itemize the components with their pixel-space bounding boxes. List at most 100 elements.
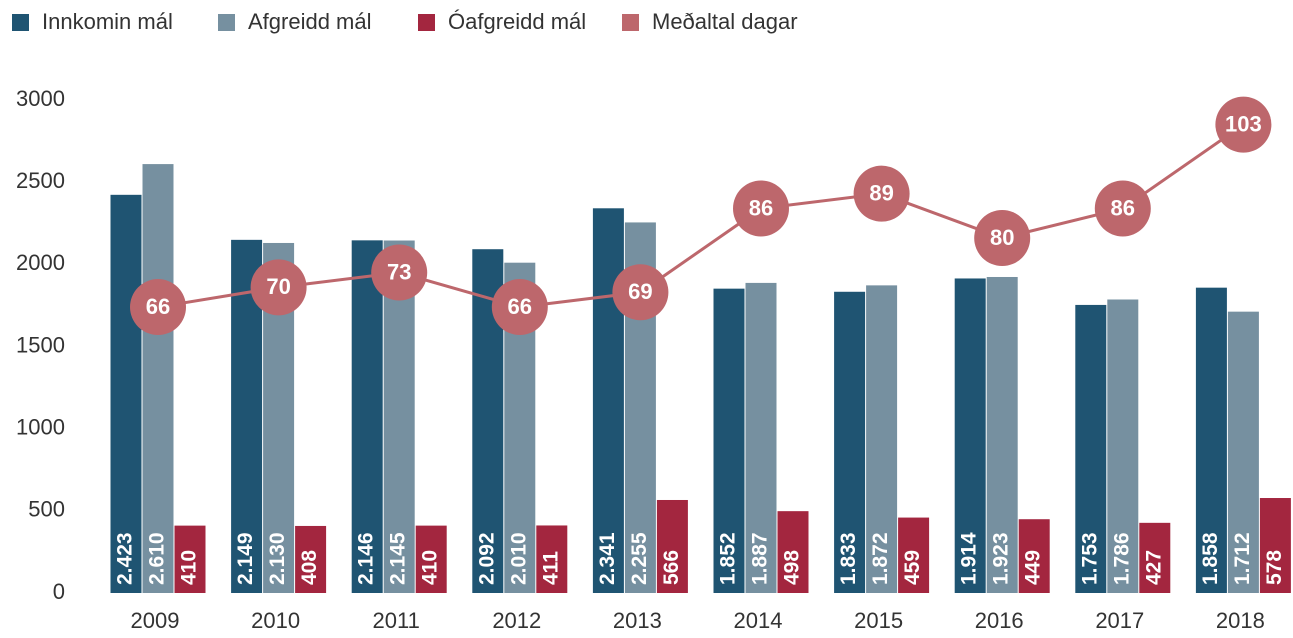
bar-label: 2.146	[355, 532, 378, 585]
bar	[592, 208, 624, 594]
bar-label: 1.833	[837, 532, 860, 585]
bar	[1139, 522, 1171, 593]
bar	[536, 525, 568, 593]
bar-label: 459	[901, 550, 924, 585]
line-marker	[974, 210, 1031, 267]
legend-label: Innkomin mál	[42, 9, 173, 34]
bar	[174, 525, 206, 593]
x-tick-label: 2018	[1216, 608, 1265, 633]
bar-label: 1.887	[749, 532, 772, 585]
y-tick-label: 2000	[16, 250, 65, 275]
bar	[295, 525, 327, 593]
bar	[834, 291, 866, 593]
bar-label: 1.914	[958, 532, 981, 585]
bar	[1227, 311, 1259, 593]
bar-label: 411	[539, 551, 562, 585]
line-label: 69	[628, 279, 652, 304]
x-tick-label: 2011	[373, 608, 420, 633]
line-label: 86	[1111, 195, 1135, 220]
line-label: 66	[146, 294, 170, 319]
bar-label: 410	[419, 550, 442, 585]
bar	[1107, 299, 1139, 593]
y-tick-label: 3000	[16, 86, 65, 111]
bar	[898, 517, 930, 593]
x-tick-label: 2010	[251, 608, 300, 633]
bar-label: 2.130	[266, 532, 289, 585]
legend-swatch	[622, 14, 639, 31]
line-label: 70	[266, 274, 290, 299]
bar	[713, 288, 745, 593]
bar-label: 1.923	[990, 532, 1013, 585]
line-marker	[1094, 180, 1151, 237]
line-marker	[371, 244, 428, 301]
bar-label: 1.712	[1231, 532, 1254, 585]
line-label: 80	[990, 225, 1014, 250]
bar	[866, 285, 898, 593]
bar	[954, 278, 986, 593]
line-marker	[1215, 96, 1272, 153]
y-tick-label: 2500	[16, 168, 65, 193]
bar	[777, 511, 809, 593]
bar	[415, 525, 447, 593]
line-marker	[130, 279, 186, 336]
bar-label: 1.852	[717, 532, 740, 585]
bar-label: 1.786	[1110, 532, 1133, 585]
bar-label: 2.092	[475, 532, 498, 585]
bar-label: 2.341	[596, 532, 619, 585]
bar-label: 1.858	[1199, 532, 1222, 585]
line	[157, 123, 1245, 309]
bar	[986, 276, 1018, 593]
bar	[1075, 304, 1107, 593]
bar	[1259, 498, 1291, 593]
y-tick-label: 0	[53, 579, 65, 604]
bar	[656, 499, 688, 593]
bar-label: 1.753	[1078, 532, 1101, 585]
bar	[142, 164, 174, 593]
line-marker	[491, 279, 548, 336]
bar-label: 449	[1022, 550, 1045, 585]
x-tick-label: 2012	[492, 608, 541, 633]
bar-label: 566	[660, 550, 683, 585]
bar	[1018, 519, 1050, 593]
legend-label: Meðaltal dagar	[652, 9, 798, 34]
y-tick-label: 500	[28, 497, 65, 522]
bar-label: 427	[1142, 550, 1165, 585]
line-label: 73	[387, 259, 411, 284]
x-tick-label: 2009	[131, 608, 180, 633]
line-label: 86	[749, 195, 773, 220]
legend-swatch	[218, 14, 235, 31]
legend-label: Óafgreidd mál	[448, 9, 586, 34]
legend-label: Afgreidd mál	[248, 9, 372, 34]
bar	[1195, 287, 1227, 593]
bar-label: 410	[178, 550, 201, 585]
line-marker	[853, 165, 910, 222]
line-marker	[250, 259, 307, 316]
bar-label: 2.010	[507, 532, 530, 585]
y-tick-label: 1500	[16, 332, 65, 357]
x-tick-label: 2017	[1095, 608, 1144, 633]
line-marker	[733, 180, 789, 237]
bar-label: 2.149	[234, 532, 257, 585]
y-tick-label: 1000	[16, 414, 65, 439]
bar	[351, 240, 383, 593]
line-label: 103	[1225, 111, 1262, 136]
line-label: 89	[869, 180, 893, 205]
bar-label: 408	[298, 550, 321, 585]
bar-label: 1.872	[869, 532, 892, 585]
bar-label: 2.423	[114, 532, 137, 585]
x-tick-label: 2014	[734, 608, 783, 633]
x-tick-label: 2013	[613, 608, 662, 633]
bar	[110, 194, 142, 594]
line-marker	[612, 264, 669, 321]
legend-swatch	[12, 14, 29, 31]
x-tick-label: 2015	[854, 608, 903, 633]
bar-label: 2.145	[387, 532, 410, 585]
line-label: 66	[508, 294, 532, 319]
bar-label: 2.610	[146, 532, 169, 585]
bar-label: 578	[1263, 550, 1286, 585]
bar-label: 2.255	[628, 532, 651, 585]
bar-label: 498	[781, 550, 804, 585]
legend-swatch	[418, 14, 435, 31]
x-tick-label: 2016	[975, 608, 1024, 633]
